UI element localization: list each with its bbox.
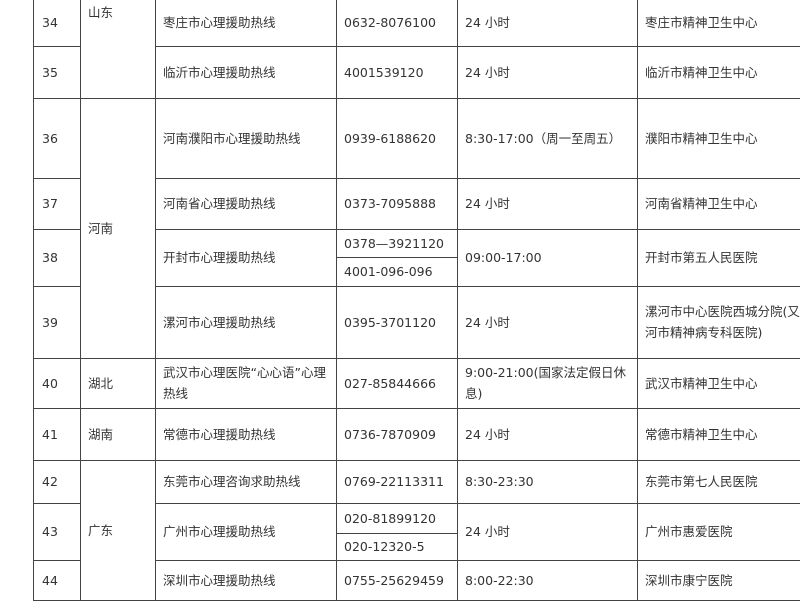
table-row: 42 广东 东莞市心理咨询求助热线 0769-22113311 8:30-23:… — [34, 460, 800, 503]
phone-number: 0939-6188620 — [337, 98, 458, 178]
phone-number: 020-12320-5 — [337, 533, 458, 560]
service-hours: 24 小时 — [458, 46, 638, 98]
organization: 河南省精神卫生中心 — [638, 178, 800, 229]
organization: 深圳市康宁医院 — [638, 560, 800, 600]
service-hours: 24 小时 — [458, 286, 638, 358]
service-hours: 24 小时 — [458, 408, 638, 460]
hotline-name: 深圳市心理援助热线 — [156, 560, 337, 600]
province-cell: 湖南 — [81, 408, 156, 460]
row-number: 35 — [34, 46, 81, 98]
hotline-name: 临沂市心理援助热线 — [156, 46, 337, 98]
phone-number: 0395-3701120 — [337, 286, 458, 358]
phone-number: 020-81899120 — [337, 503, 458, 533]
table-row: 40 湖北 武汉市心理医院“心心语”心理热线 027-85844666 9:00… — [34, 358, 800, 408]
hotline-name: 漯河市心理援助热线 — [156, 286, 337, 358]
phone-number: 4001-096-096 — [337, 257, 458, 286]
organization: 东莞市第七人民医院 — [638, 460, 800, 503]
row-number: 41 — [34, 408, 81, 460]
row-number: 40 — [34, 358, 81, 408]
table-row: 41 湖南 常德市心理援助热线 0736-7870909 24 小时 常德市精神… — [34, 408, 800, 460]
hotline-name: 河南濮阳市心理援助热线 — [156, 98, 337, 178]
phone-number: 4001539120 — [337, 46, 458, 98]
organization: 常德市精神卫生中心 — [638, 408, 800, 460]
hotline-name: 常德市心理援助热线 — [156, 408, 337, 460]
service-hours: 24 小时 — [458, 0, 638, 46]
row-number: 38 — [34, 229, 81, 286]
phone-number: 0736-7870909 — [337, 408, 458, 460]
phone-number: 0769-22113311 — [337, 460, 458, 503]
hotline-name: 枣庄市心理援助热线 — [156, 0, 337, 46]
organization: 濮阳市精神卫生中心 — [638, 98, 800, 178]
organization: 漯河市中心医院西城分院(又名漯河市精神病专科医院) — [638, 286, 800, 358]
province-cell: 山东 — [81, 0, 156, 98]
province-cell: 河南 — [81, 98, 156, 358]
organization: 枣庄市精神卫生中心 — [638, 0, 800, 46]
hotline-name: 武汉市心理医院“心心语”心理热线 — [156, 358, 337, 408]
organization: 开封市第五人民医院 — [638, 229, 800, 286]
row-number: 43 — [34, 503, 81, 560]
phone-number: 0378—3921120 — [337, 229, 458, 257]
row-number: 36 — [34, 98, 81, 178]
row-number: 42 — [34, 460, 81, 503]
service-hours: 24 小时 — [458, 503, 638, 560]
hotline-name: 开封市心理援助热线 — [156, 229, 337, 286]
service-hours: 8:30-17:00（周一至周五） — [458, 98, 638, 178]
hotline-name: 东莞市心理咨询求助热线 — [156, 460, 337, 503]
hotline-name: 河南省心理援助热线 — [156, 178, 337, 229]
service-hours: 24 小时 — [458, 178, 638, 229]
hotline-table: 34 山东 枣庄市心理援助热线 0632-8076100 24 小时 枣庄市精神… — [33, 0, 800, 601]
row-number: 37 — [34, 178, 81, 229]
service-hours: 8:30-23:30 — [458, 460, 638, 503]
phone-number: 0632-8076100 — [337, 0, 458, 46]
service-hours: 09:00-17:00 — [458, 229, 638, 286]
phone-number: 0755-25629459 — [337, 560, 458, 600]
row-number: 39 — [34, 286, 81, 358]
table-row: 36 河南 河南濮阳市心理援助热线 0939-6188620 8:30-17:0… — [34, 98, 800, 178]
phone-number: 027-85844666 — [337, 358, 458, 408]
row-number: 44 — [34, 560, 81, 600]
province-cell: 湖北 — [81, 358, 156, 408]
organization: 广州市惠爱医院 — [638, 503, 800, 560]
service-hours: 8:00-22:30 — [458, 560, 638, 600]
province-cell: 广东 — [81, 460, 156, 600]
row-number: 34 — [34, 0, 81, 46]
hotline-name: 广州市心理援助热线 — [156, 503, 337, 560]
table-row: 34 山东 枣庄市心理援助热线 0632-8076100 24 小时 枣庄市精神… — [34, 0, 800, 46]
organization: 武汉市精神卫生中心 — [638, 358, 800, 408]
phone-number: 0373-7095888 — [337, 178, 458, 229]
service-hours: 9:00-21:00(国家法定假日休息) — [458, 358, 638, 408]
organization: 临沂市精神卫生中心 — [638, 46, 800, 98]
